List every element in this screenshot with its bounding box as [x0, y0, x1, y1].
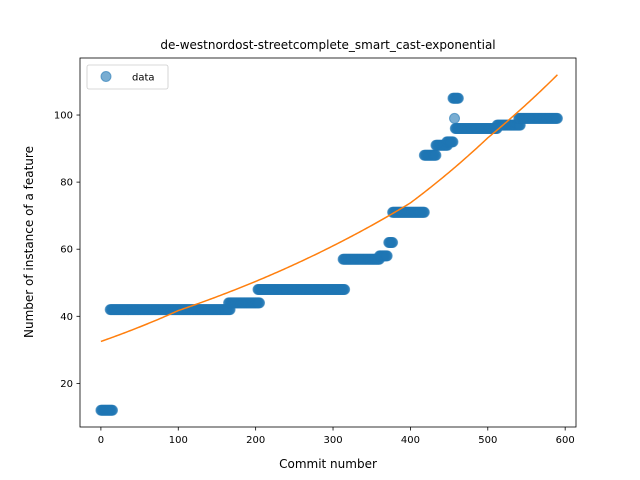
- legend-marker-data: [100, 71, 112, 82]
- fit-line: [100, 74, 558, 343]
- data-point: [387, 237, 399, 248]
- y-tick-label: 20: [60, 379, 73, 390]
- data-point: [381, 250, 393, 262]
- x-axis-label: Commit number: [279, 457, 377, 471]
- x-tick-label: 400: [401, 435, 420, 446]
- x-tick-label: 600: [556, 435, 575, 446]
- axis-ticks: 0 100 200 300 400 500 600 20 40 60 80 100: [54, 111, 575, 446]
- x-tick-label: 0: [98, 435, 104, 446]
- y-tick-label: 60: [60, 245, 73, 256]
- x-tick-label: 100: [169, 435, 188, 446]
- x-tick-label: 500: [478, 435, 497, 446]
- data-point: [447, 136, 459, 148]
- chart-title: de-westnordost-streetcomplete_smart_cast…: [160, 38, 495, 52]
- legend-label-data: data: [132, 73, 155, 84]
- data-point: [106, 404, 118, 416]
- data-point: [418, 206, 430, 218]
- data-point: [430, 149, 442, 161]
- plot-area: [95, 74, 563, 416]
- axes-frame: [79, 57, 577, 428]
- y-tick-label: 40: [60, 312, 73, 323]
- data-point: [551, 112, 563, 124]
- x-tick-label: 200: [246, 435, 265, 446]
- y-tick-label: 100: [54, 111, 73, 122]
- y-tick-label: 80: [60, 178, 73, 189]
- x-tick-label: 300: [323, 435, 342, 446]
- legend: data: [86, 64, 169, 90]
- data-point: [339, 283, 351, 295]
- data-point: [254, 297, 266, 309]
- legend-box: [86, 64, 169, 90]
- data-point: [449, 112, 461, 124]
- data-point: [452, 92, 464, 104]
- y-axis-label: Number of instance of a feature: [22, 146, 36, 338]
